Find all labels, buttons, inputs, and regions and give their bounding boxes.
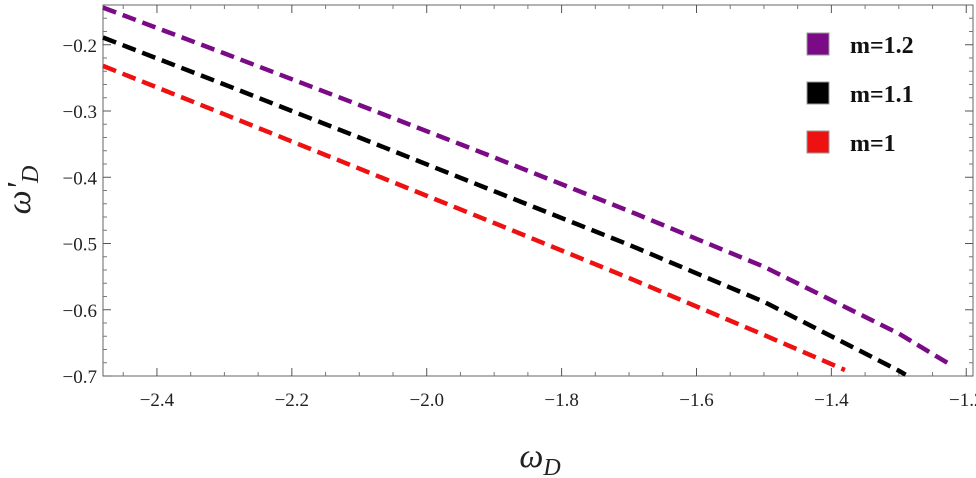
x-axis-label: ωD [519, 438, 560, 478]
y-tick-label: −0.5 [63, 235, 97, 256]
x-tick-label: −1.2 [949, 390, 976, 411]
x-tick-label: −1.6 [679, 390, 713, 411]
plot-frame [102, 4, 974, 377]
x-tick-label: −2.4 [140, 390, 175, 411]
legend-swatch [806, 130, 830, 154]
legend-label: m=1.1 [850, 82, 914, 108]
y-tick-label: −0.6 [63, 301, 97, 322]
x-tick-label: −2.0 [409, 390, 443, 411]
y-tick-label: −0.7 [63, 367, 97, 388]
x-tick-label: −1.4 [814, 390, 849, 411]
y-axis-label: ω'D [1, 166, 44, 215]
series-line-m-1-1 [102, 35, 907, 377]
y-axis-label-subscript: D [18, 166, 44, 184]
x-tick-label: −1.8 [544, 390, 578, 411]
series-line-m-1-2 [102, 5, 954, 369]
y-tick-label: −0.3 [63, 102, 97, 123]
y-tick-label: −0.2 [63, 36, 97, 57]
series-layer [102, 5, 954, 377]
x-tick-label: −2.2 [275, 390, 309, 411]
legend-swatch [806, 32, 830, 56]
x-axis-ticks: −2.4 −2.2 −2.0 −1.8 −1.6 −1.4 −1.2 [122, 5, 976, 411]
legend-label: m=1.2 [850, 33, 914, 59]
x-axis-label-subscript: D [542, 455, 560, 478]
legend: m=1.2 m=1.1 m=1 [806, 32, 914, 157]
series-line-m-1 [102, 63, 846, 373]
legend-swatch [806, 81, 830, 105]
legend-label: m=1 [850, 131, 896, 157]
y-axis-ticks: −0.2 −0.3 −0.4 −0.5 −0.6 −0.7 [63, 17, 973, 388]
y-tick-label: −0.4 [63, 168, 98, 189]
